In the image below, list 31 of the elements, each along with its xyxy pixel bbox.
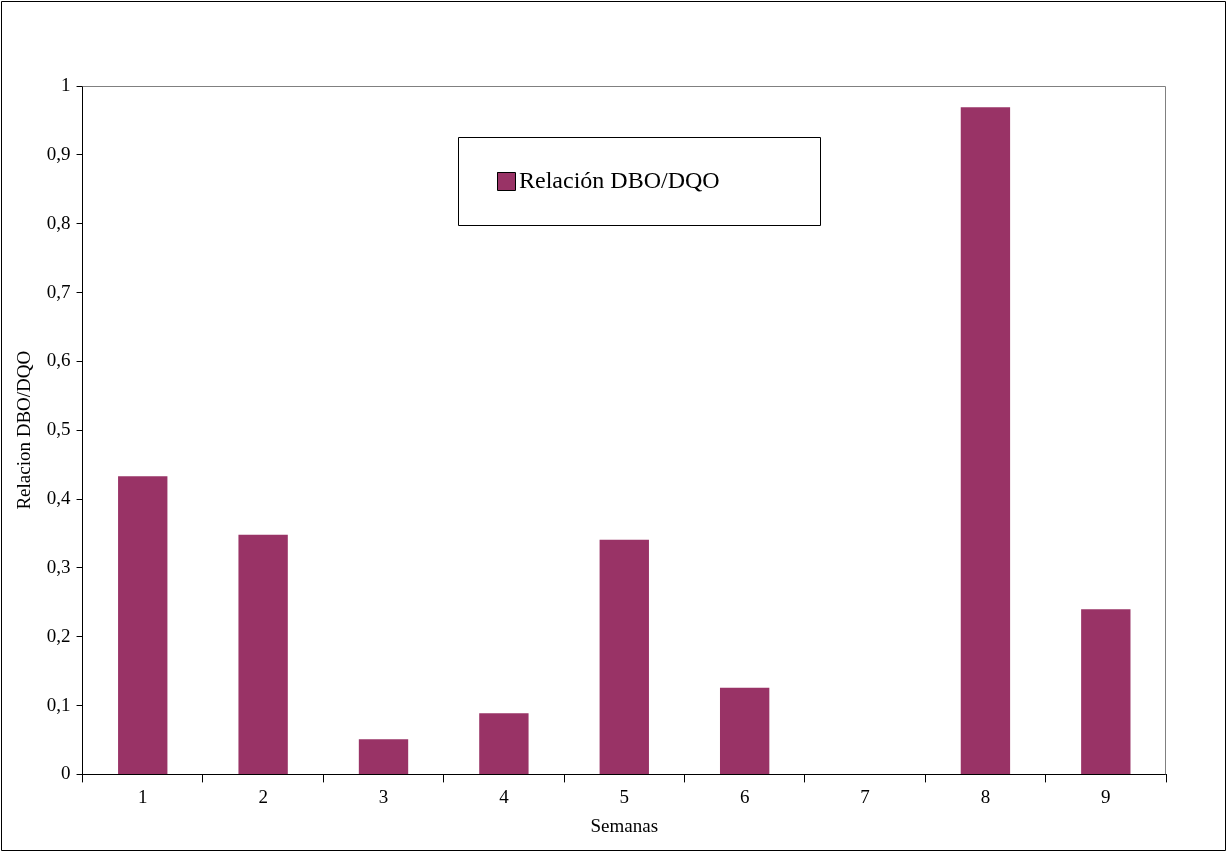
x-tick-label: 9 [1101, 785, 1111, 807]
y-tick-label: 0,1 [46, 693, 71, 715]
x-tick-label: 7 [860, 785, 870, 807]
x-tick-label: 8 [980, 785, 991, 807]
y-tick-label: 0,9 [46, 142, 71, 164]
y-tick-label: 0,4 [46, 487, 72, 509]
x-tick-label: 3 [378, 785, 389, 807]
y-tick-label: 0,7 [46, 280, 71, 302]
bar [118, 476, 168, 774]
y-tick-label: 1 [61, 73, 71, 95]
x-axis-title: Semanas [590, 814, 659, 836]
y-tick-label: 0,8 [46, 211, 71, 233]
bar [238, 534, 288, 774]
y-tick-label: 0,3 [46, 555, 71, 577]
x-tick-label: 6 [739, 785, 750, 807]
bar [358, 739, 409, 774]
x-tick-label: 1 [137, 785, 148, 807]
y-tick-label: 0,5 [46, 418, 71, 440]
x-tick-label: 4 [499, 785, 510, 807]
y-axis-title: Relacion DBO/DQO [13, 350, 35, 510]
bar [960, 107, 1011, 774]
bar [479, 713, 529, 774]
bar [719, 687, 770, 774]
y-tick-label: 0 [61, 762, 71, 784]
y-tick-label: 0,6 [46, 349, 71, 371]
x-tick-label: 5 [619, 785, 630, 807]
bar [599, 539, 649, 774]
y-tick-label: 0,2 [46, 624, 71, 646]
legend-label: Relación DBO/DQO [519, 167, 720, 194]
bar [1081, 609, 1131, 774]
x-tick-label: 2 [258, 785, 268, 807]
